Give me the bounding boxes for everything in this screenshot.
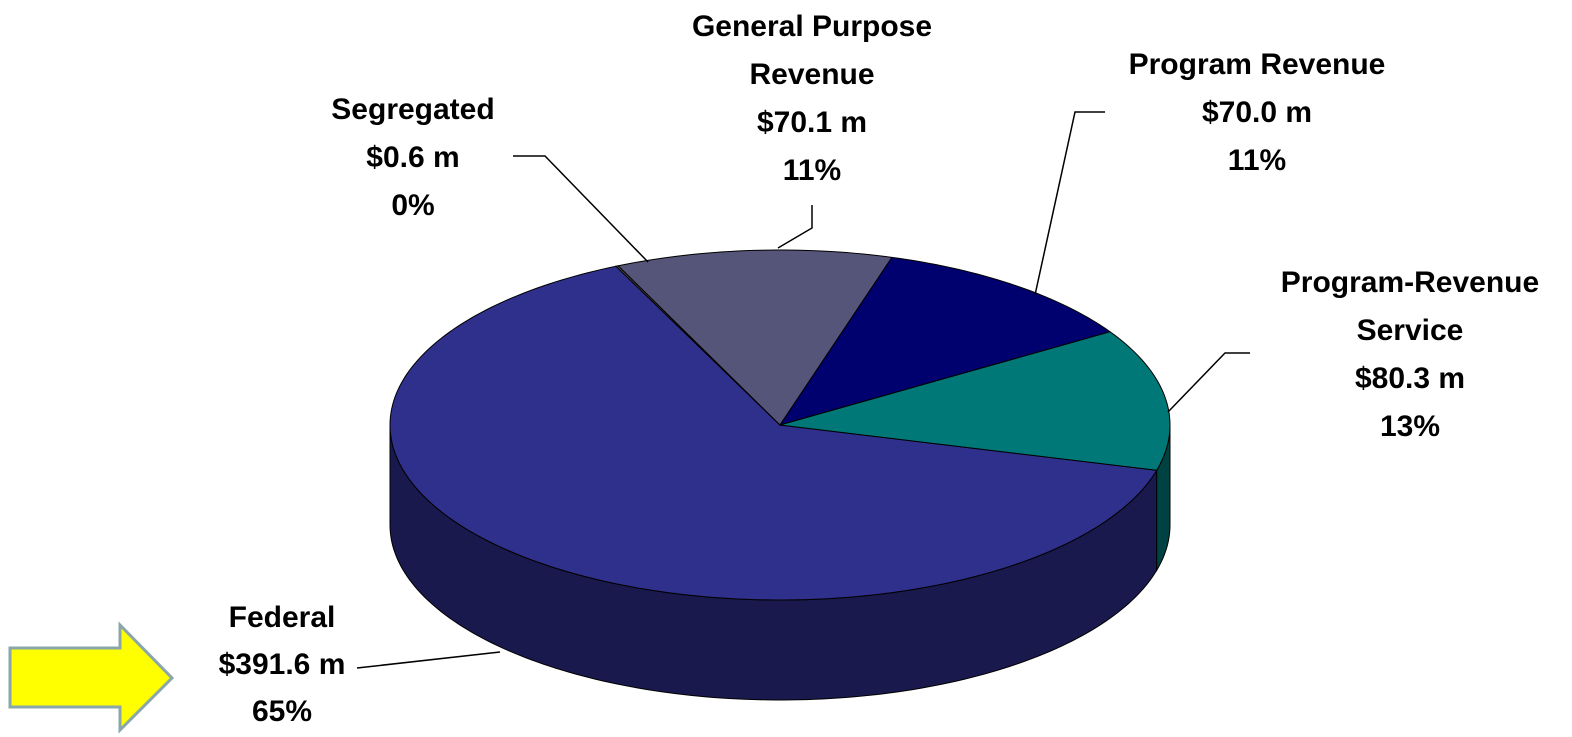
- data-label: Segregated $0.6 m 0%: [293, 86, 533, 230]
- arrow: [8, 621, 175, 734]
- percentage-label: 11%: [1227, 144, 1287, 177]
- leader-line: [777, 205, 813, 249]
- category: General Purpose Revenue: [691, 10, 933, 91]
- slice-side-shade: [1156, 425, 1170, 571]
- slice: [389, 265, 1158, 601]
- leader-line: [1034, 111, 1105, 296]
- percentage-label: 65%: [251, 695, 313, 728]
- data-label: General Purpose Revenue $70.1 m 11%: [657, 3, 967, 195]
- category: Program-Revenue Service: [1280, 266, 1540, 347]
- slice: [778, 256, 1112, 426]
- slice: [617, 249, 893, 426]
- leader-line: [513, 155, 649, 263]
- category: Federal: [228, 601, 336, 634]
- leader-line: [356, 651, 501, 669]
- leader-lines: [356, 111, 1250, 669]
- slice-side-shade: [390, 425, 1157, 700]
- percentage-label: 0%: [391, 189, 435, 222]
- pie: [389, 249, 1171, 701]
- data-label: Federal $391.6 m 65%: [162, 594, 402, 735]
- percentage-label: 13%: [1379, 410, 1441, 443]
- leader-line: [1167, 352, 1250, 413]
- value-label: $80.3 m: [1354, 362, 1466, 395]
- slice: [779, 331, 1171, 471]
- percentage-label: 11%: [782, 154, 842, 187]
- category: Program Revenue: [1128, 48, 1386, 81]
- value-label: $391.6 m: [218, 648, 346, 681]
- value-label: $70.1 m: [756, 106, 868, 139]
- data-label: Program Revenue $70.0 m 11%: [1087, 41, 1427, 185]
- value-label: $70.0 m: [1201, 96, 1313, 129]
- category: Segregated: [331, 93, 495, 126]
- data-label: Program-Revenue Service $80.3 m 13%: [1250, 259, 1570, 451]
- value-label: $0.6 m: [366, 141, 460, 174]
